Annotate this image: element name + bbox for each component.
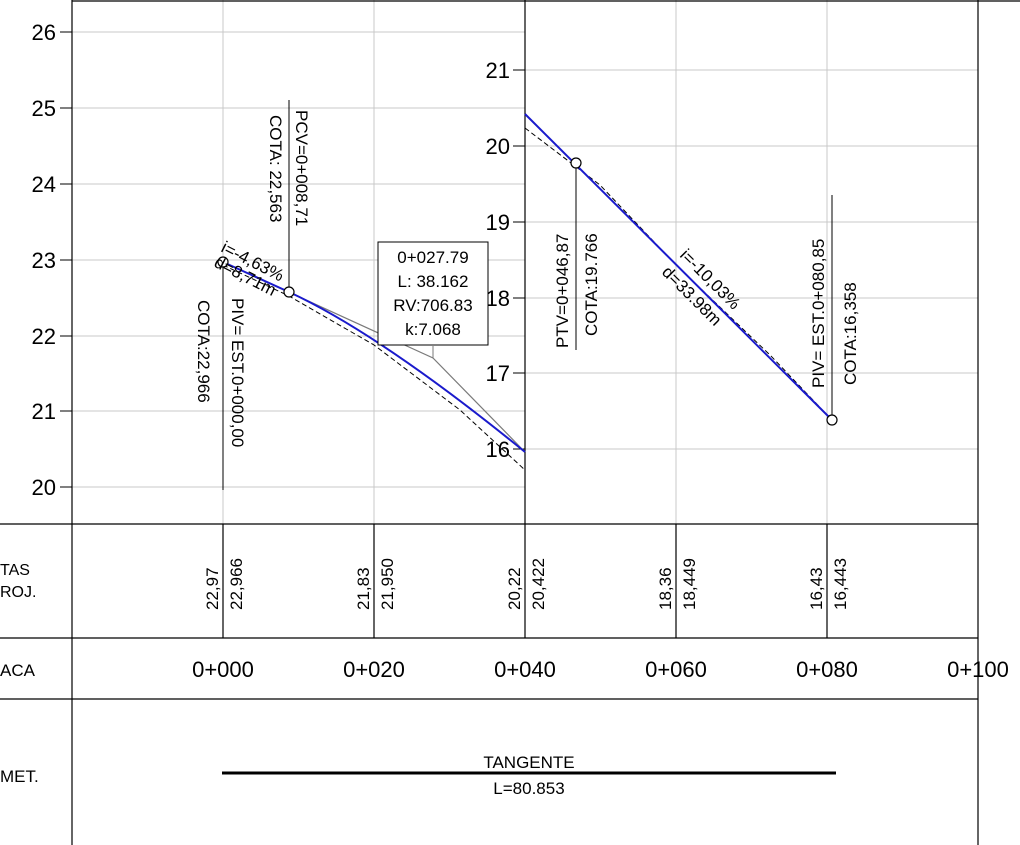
right-axis-tick-label: 19 — [486, 210, 510, 235]
row-label-cotas: TAS — [0, 562, 30, 579]
station-label: 0+060 — [645, 657, 707, 682]
right-axis-tick-label: 20 — [486, 134, 510, 159]
terrain-elevation-label: 21,83 — [354, 567, 373, 610]
tangent-length-label: L=80.853 — [493, 779, 564, 798]
project-elevation-label: 18,449 — [680, 558, 699, 610]
piv-end-cota-label: COTA:16,358 — [841, 282, 860, 385]
stations-row: 0+000 0+020 0+040 0+060 0+080 0+100 — [192, 657, 1009, 682]
project-elevation-label: 16,443 — [831, 558, 850, 610]
terrain-elevation-label: 22,97 — [203, 567, 222, 610]
left-axis-tick-label: 21 — [32, 399, 56, 424]
terrain-elevation-label: 16,43 — [807, 567, 826, 610]
tangent-label: TANGENTE — [483, 753, 574, 772]
curve-k-label: k:7.068 — [405, 320, 461, 339]
profile-left-segment — [222, 261, 526, 453]
point-markers — [217, 157, 838, 426]
curve-data-box — [377, 241, 489, 346]
project-elevation-label: 20,422 — [529, 558, 548, 610]
project-elevation-label: 22,966 — [227, 558, 246, 610]
right-elevation-axis: 21 20 19 18 17 16 — [486, 58, 525, 462]
right-axis-tick-label: 16 — [486, 437, 510, 462]
piv-end-label: PIV= EST.0+080,85 — [809, 239, 828, 388]
right-axis-tick-label: 21 — [486, 58, 510, 83]
right-axis-tick-label: 18 — [486, 286, 510, 311]
station-label: 0+080 — [796, 657, 858, 682]
project-elevation-label: 21,950 — [378, 558, 397, 610]
design-profile — [222, 113, 833, 453]
left-elevation-axis: 26 25 24 23 22 21 20 — [32, 20, 72, 500]
piv-start-label: PIV= EST.0+000,00 — [228, 298, 247, 447]
construction-lines — [222, 100, 833, 490]
left-axis-tick-label: 23 — [32, 248, 56, 273]
left-axis-tick-label: 26 — [32, 20, 56, 45]
curve-station-label: 0+027.79 — [397, 248, 468, 267]
curve-length-label: L: 38.162 — [398, 272, 469, 291]
ptv-point — [570, 157, 582, 169]
left-axis-tick-label: 25 — [32, 96, 56, 121]
piv-start-point — [217, 256, 229, 268]
piv-end-point — [826, 414, 838, 426]
left-axis-tick-label: 20 — [32, 475, 56, 500]
station-label: 0+040 — [494, 657, 556, 682]
terrain-elevation-label: 20,22 — [505, 567, 524, 610]
row-label-cotas-2: ROJ. — [0, 584, 36, 601]
pcv-cota-label: COTA: 22,563 — [266, 115, 285, 222]
right-axis-tick-label: 17 — [486, 361, 510, 386]
piv-start-cota-label: COTA:22,966 — [194, 300, 213, 403]
elevations-row: 22,97 22,966 21,83 21,950 20,22 20,422 18,36 18… — [203, 558, 850, 610]
ptv-station-label: PTV=0+046,87 — [553, 234, 572, 348]
pcv-station-label: PCV=0+008,71 — [292, 110, 311, 226]
pcv-point — [283, 286, 295, 298]
station-label: 0+020 — [343, 657, 405, 682]
terrain-elevation-label: 18,36 — [656, 567, 675, 610]
curve-rv-label: RV:706.83 — [393, 296, 472, 315]
row-label-alinhamento: MET. — [0, 767, 39, 786]
left-axis-tick-label: 22 — [32, 324, 56, 349]
station-label: 0+000 — [192, 657, 254, 682]
station-label: 0+100 — [947, 657, 1009, 682]
row-label-estaca: ACA — [0, 661, 36, 680]
left-axis-tick-label: 24 — [32, 172, 56, 197]
ptv-cota-label: COTA:19.766 — [582, 233, 601, 336]
terrain-line — [222, 264, 526, 471]
